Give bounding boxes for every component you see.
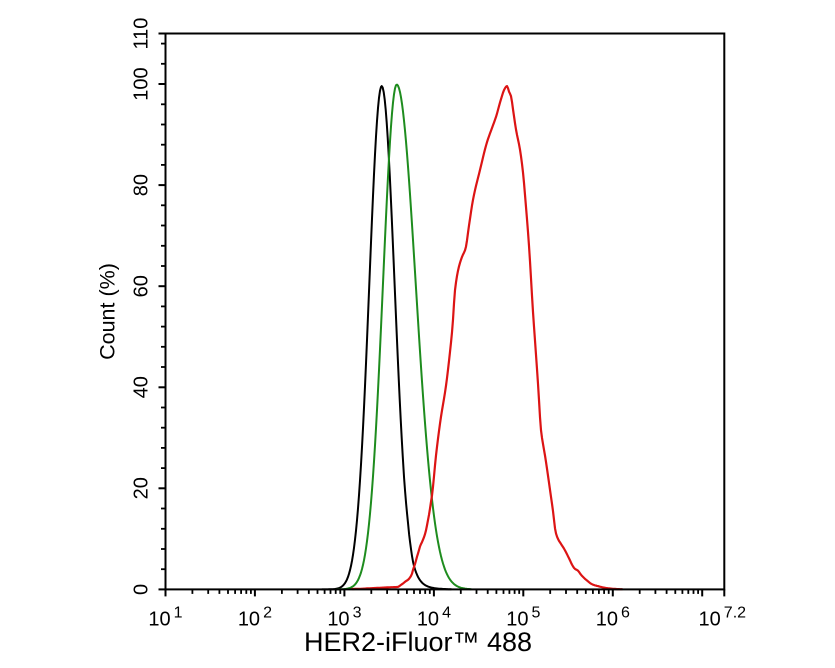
svg-text:Count (%): Count (%) <box>96 263 120 360</box>
svg-text:20: 20 <box>131 477 153 499</box>
svg-text:40: 40 <box>131 376 153 398</box>
svg-text:60: 60 <box>131 275 153 297</box>
svg-text:102: 10 2 <box>238 605 272 631</box>
svg-text:110: 110 <box>131 18 153 50</box>
svg-text:HER2-iFluor™ 488: HER2-iFluor™ 488 <box>304 627 532 657</box>
svg-text:80: 80 <box>131 174 153 196</box>
svg-text:100: 100 <box>131 67 153 100</box>
svg-text:0: 0 <box>131 584 153 595</box>
